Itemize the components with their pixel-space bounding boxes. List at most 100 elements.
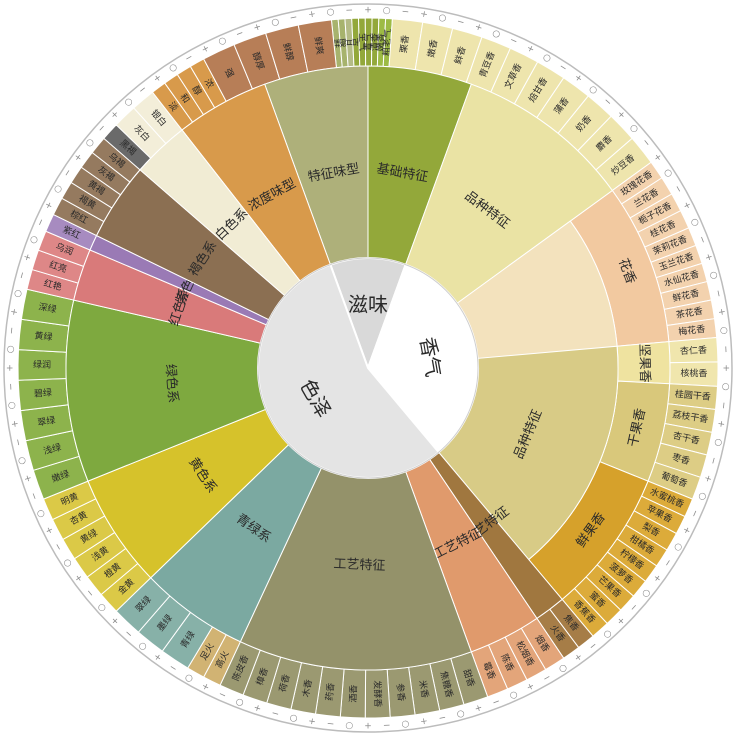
leaf-label: 鲜 — [331, 38, 344, 48]
leaf-label: 翠绿 — [37, 414, 57, 429]
subcategory-label: 工艺特征 — [333, 557, 386, 574]
leaf-label: 桂圆干香 — [674, 388, 711, 403]
leaf-label: 甘 — [344, 38, 356, 48]
scale-mark: ○ — [437, 13, 447, 24]
scale-mark: ○ — [234, 697, 245, 709]
scale-mark: − — [401, 7, 410, 18]
scale-mark: + — [9, 308, 20, 317]
scale-mark: + — [151, 652, 163, 665]
scale-mark: ○ — [707, 270, 719, 280]
scale-mark: − — [270, 708, 280, 720]
leaf-label: 梅花香 — [678, 323, 706, 338]
scale-mark: ○ — [718, 326, 729, 335]
scale-mark: + — [252, 22, 262, 34]
scale-mark: ○ — [688, 217, 700, 228]
scale-mark: − — [167, 662, 179, 674]
scale-mark: + — [652, 573, 665, 585]
scale-mark: + — [8, 420, 19, 429]
scale-mark: ○ — [508, 689, 519, 701]
scale-mark: + — [152, 73, 164, 86]
leaf-label: 药香 — [324, 682, 337, 701]
scale-mark: ○ — [383, 6, 392, 16]
scale-mark: ○ — [541, 52, 553, 65]
scale-mark: + — [420, 717, 429, 728]
scale-mark: + — [716, 308, 727, 317]
scale-mark: + — [22, 252, 34, 262]
scale-mark: + — [651, 152, 664, 164]
scale-mark: − — [712, 289, 723, 298]
scale-mark: − — [456, 17, 466, 29]
scale-mark: − — [689, 508, 701, 519]
leaf-label: 荷香 — [277, 673, 292, 693]
leaf-label: 米香 — [416, 679, 431, 699]
scale-mark: − — [235, 28, 246, 40]
leaf-label: 杏仁香 — [680, 344, 708, 357]
scale-mark: − — [719, 401, 730, 410]
scale-mark: − — [35, 217, 47, 228]
scale-mark: ○ — [672, 541, 685, 553]
leaf-label: 苦 — [350, 37, 362, 46]
scale-mark: − — [183, 52, 195, 64]
scale-mark: − — [51, 541, 63, 553]
scale-mark: ○ — [52, 183, 65, 195]
scale-mark: + — [307, 717, 316, 728]
scale-mark: ○ — [721, 382, 731, 391]
scale-mark: + — [702, 252, 714, 262]
leaf-label: 枣香 — [671, 452, 691, 468]
leaf-label: 核桃香 — [680, 367, 707, 379]
leaf-label: 酒香 — [348, 684, 360, 702]
scale-mark: − — [217, 689, 228, 701]
leaf-label: 绿润 — [33, 359, 51, 371]
scale-mark: ○ — [270, 17, 280, 29]
scale-mark: ○ — [28, 234, 40, 245]
scale-mark: + — [572, 73, 584, 86]
scale-mark: ○ — [697, 491, 709, 502]
core-ring-border — [257, 257, 479, 479]
leaf-label: 鲜爽 — [312, 36, 327, 56]
scale-mark: ○ — [289, 713, 299, 724]
scale-mark: ○ — [713, 438, 724, 448]
scale-mark: + — [364, 722, 372, 732]
subcategory-label: 绿色系 — [162, 363, 181, 403]
leaf-label: 强 — [222, 67, 236, 80]
core-label-taste: 滋味 — [348, 293, 388, 317]
scale-mark: − — [326, 719, 335, 730]
scale-mark: ○ — [491, 28, 502, 40]
scale-mark: − — [508, 35, 519, 47]
scale-mark: − — [5, 383, 15, 391]
scale-mark: − — [557, 62, 569, 74]
scale-mark: + — [200, 681, 211, 693]
scale-mark: + — [717, 420, 728, 429]
scale-mark: ○ — [217, 35, 228, 47]
scale-mark: − — [720, 345, 730, 353]
leaf-label: 碧绿 — [34, 386, 53, 399]
scale-mark: − — [289, 13, 298, 24]
scale-mark: ○ — [183, 672, 195, 685]
leaf-label: 参香 — [394, 683, 408, 702]
scale-mark: − — [708, 456, 720, 466]
scale-mark: − — [7, 326, 18, 335]
scale-mark: ○ — [456, 708, 466, 720]
scale-mark: + — [573, 652, 585, 665]
scale-mark: ○ — [13, 289, 24, 299]
scale-mark: + — [364, 6, 372, 16]
scale-mark: ○ — [16, 456, 28, 466]
scale-mark: + — [73, 152, 86, 164]
scale-mark: − — [541, 672, 553, 684]
scale-mark: − — [438, 713, 447, 724]
scale-ring: + ○ − + ○ − +○−+○−+○−+○−+○−+○−+○−+○−+○−+○−+○−+… — [5, 6, 731, 732]
scale-mark: ○ — [6, 401, 17, 410]
scale-mark: − — [671, 183, 683, 195]
leaf-label: 青气 — [362, 33, 374, 51]
scale-mark: ○ — [401, 719, 410, 730]
scale-mark: + — [72, 573, 85, 585]
leaf-label: 酸 — [338, 38, 350, 48]
scale-mark: − — [662, 557, 674, 569]
scale-mark: + — [308, 9, 317, 20]
scale-mark: + — [525, 681, 536, 693]
scale-mark: ○ — [6, 345, 16, 354]
scale-mark: + — [703, 474, 715, 484]
